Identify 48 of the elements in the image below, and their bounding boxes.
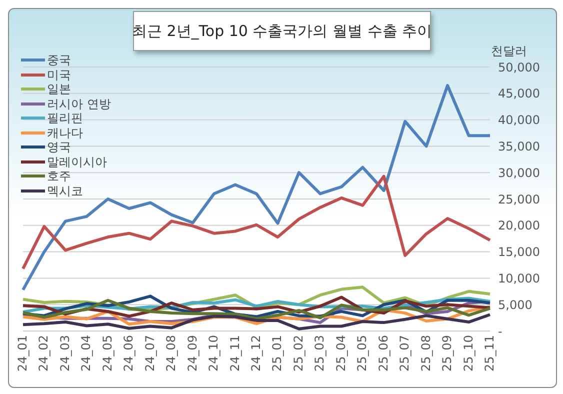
x-tick-label: 24_04 <box>79 335 94 372</box>
y-tick-label: 20,000 <box>498 218 540 233</box>
x-tick-label: 24_02 <box>36 335 51 372</box>
x-tick-label: 25_09 <box>440 335 454 372</box>
x-tick-label: 24_12 <box>249 335 264 372</box>
x-tick-label: 25_04 <box>334 335 348 372</box>
y-tick-label: - <box>498 324 502 338</box>
x-tick-label: 24_10 <box>206 335 221 372</box>
legend-label: 영국 <box>47 140 71 154</box>
y-tick-label: 35,000 <box>498 139 540 154</box>
y-tick-label: 25,000 <box>498 192 540 206</box>
chart-title: 최근 2년_Top 10 수출국가의 월별 수출 추이 <box>132 11 432 51</box>
x-tick-label: 25_11 <box>482 335 497 372</box>
y-tick-label: 40,000 <box>498 113 540 128</box>
x-tick-label: 24_06 <box>122 335 136 372</box>
x-tick-label: 25_10 <box>461 335 476 372</box>
y-tick-label: 15,000 <box>498 245 540 260</box>
y-tick-label: 50,000 <box>498 60 540 74</box>
y-tick-label: 45,000 <box>498 86 540 101</box>
y-tick-label: 10,000 <box>498 271 540 286</box>
legend-label: 중국 <box>47 53 71 68</box>
line-series <box>22 84 492 292</box>
legend-label: 러시아 연방 <box>47 96 111 111</box>
y-axis-title: 천달러 <box>491 43 527 60</box>
x-tick-label: 24_05 <box>100 335 114 372</box>
legend-label: 멕시코 <box>47 184 83 198</box>
y-tick-label: 30,000 <box>498 166 540 180</box>
x-tick-label: 24_08 <box>164 335 178 372</box>
x-tick-label: 25_08 <box>418 335 433 372</box>
x-tick-label: 24_03 <box>58 335 72 372</box>
legend-label: 일본 <box>47 82 71 96</box>
legend-label: 호주 <box>47 169 71 184</box>
x-tick-label: 25_02 <box>291 335 306 372</box>
x-tick-label: 25_03 <box>312 335 327 372</box>
legend-label: 말레이시아 <box>47 154 107 169</box>
x-tick-label: 24_01 <box>16 335 30 372</box>
y-tick-label: 5,000 <box>498 298 532 312</box>
line-series <box>22 313 492 330</box>
legend-label: 미국 <box>47 68 71 82</box>
x-tick-label: 25_05 <box>355 335 370 372</box>
legend-label: 캐나다 <box>47 126 83 140</box>
legend-label: 필리핀 <box>47 111 83 126</box>
x-tick-label: 25_07 <box>398 335 412 372</box>
x-tick-label: 24_11 <box>228 335 242 372</box>
x-tick-label: 25_06 <box>376 335 390 372</box>
x-tick-label: 24_09 <box>185 335 200 372</box>
x-tick-label: 25_01 <box>270 335 284 372</box>
x-tick-label: 24_07 <box>142 335 157 372</box>
